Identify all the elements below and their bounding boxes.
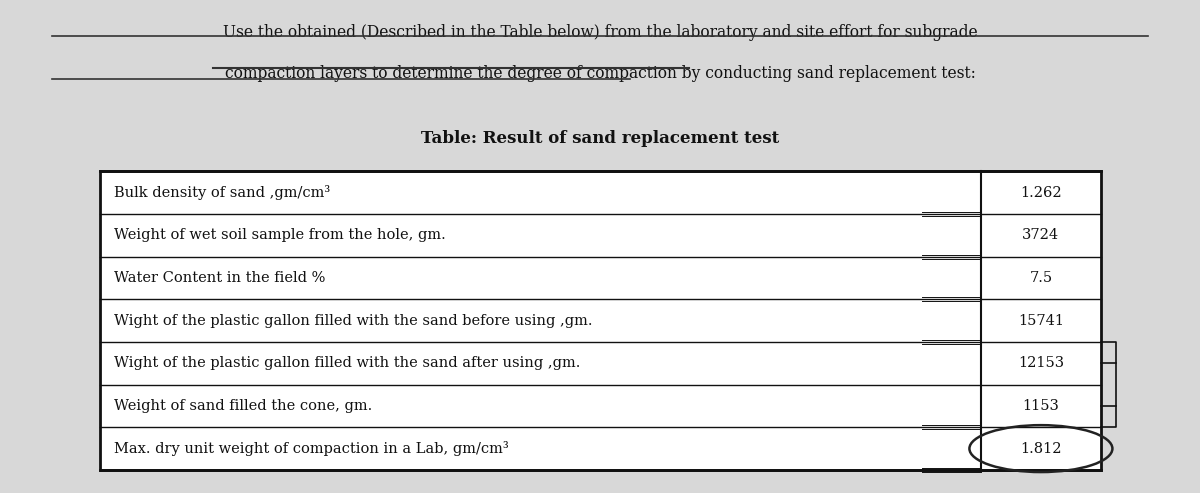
Text: 15741: 15741 bbox=[1018, 314, 1064, 328]
Text: Table: Result of sand replacement test: Table: Result of sand replacement test bbox=[421, 130, 779, 147]
Text: 7.5: 7.5 bbox=[1030, 271, 1052, 285]
Text: 12153: 12153 bbox=[1018, 356, 1064, 370]
Text: 3724: 3724 bbox=[1022, 228, 1060, 243]
Text: Max. dry unit weight of compaction in a Lab, gm/cm³: Max. dry unit weight of compaction in a … bbox=[114, 441, 509, 456]
Bar bbox=[100, 172, 1100, 470]
Text: 1.262: 1.262 bbox=[1020, 186, 1062, 200]
Text: Weight of sand filled the cone, gm.: Weight of sand filled the cone, gm. bbox=[114, 399, 372, 413]
Text: 1.812: 1.812 bbox=[1020, 442, 1062, 456]
Text: compaction layers to determine the degree of compaction by conducting sand repla: compaction layers to determine the degre… bbox=[224, 65, 976, 82]
Text: Wight of the plastic gallon filled with the sand after using ,gm.: Wight of the plastic gallon filled with … bbox=[114, 356, 580, 370]
Text: Wight of the plastic gallon filled with the sand before using ,gm.: Wight of the plastic gallon filled with … bbox=[114, 314, 593, 328]
Text: Use the obtained (Described in the Table below) from the laboratory and site eff: Use the obtained (Described in the Table… bbox=[223, 24, 977, 40]
Text: 1153: 1153 bbox=[1022, 399, 1060, 413]
Text: Water Content in the field %: Water Content in the field % bbox=[114, 271, 325, 285]
Text: Bulk density of sand ,gm/cm³: Bulk density of sand ,gm/cm³ bbox=[114, 185, 330, 200]
Text: Weight of wet soil sample from the hole, gm.: Weight of wet soil sample from the hole,… bbox=[114, 228, 445, 243]
